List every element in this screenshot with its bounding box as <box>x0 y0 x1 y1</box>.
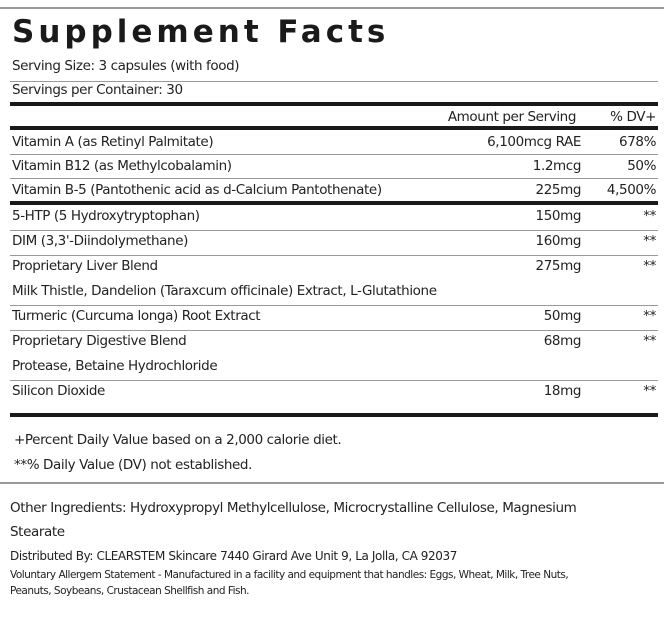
ingredient-amount: 68mg <box>543 333 582 349</box>
ingredient-amount: 50mg <box>543 308 582 324</box>
divider <box>10 305 658 306</box>
nutrient-dv: 50% <box>627 158 656 174</box>
nutrient-name: Vitamin B-5 (Pantothenic acid as d-Calci… <box>12 182 382 198</box>
ingredient-amount: 275mg <box>535 258 582 274</box>
blend-description: Milk Thistle, Dandelion (Taraxcum offici… <box>12 283 437 299</box>
distributed-by: Distributed By: CLEARSTEM Skincare 7440 … <box>10 549 457 563</box>
ingredient-dv: ** <box>643 308 656 324</box>
divider <box>10 230 658 231</box>
ingredient-dv: ** <box>643 208 656 224</box>
nutrient-amount: 225mg <box>535 182 582 198</box>
blend-description: Protease, Betaine Hydrochloride <box>12 358 218 374</box>
thick-divider <box>10 201 658 205</box>
ingredient-dv: ** <box>643 258 656 274</box>
divider <box>10 178 658 179</box>
divider <box>10 81 658 82</box>
ingredient-name: Silicon Dioxide <box>12 383 105 399</box>
ingredient-amount: 18mg <box>543 383 582 399</box>
other-ingredients: Other Ingredients: Hydroxypropyl Methylc… <box>10 500 577 516</box>
servings-per-container: Servings per Container: 30 <box>12 82 183 98</box>
thick-divider <box>10 126 658 130</box>
divider <box>10 154 658 155</box>
divider <box>10 330 658 331</box>
nutrient-name: Vitamin A (as Retinyl Palmitate) <box>12 134 214 150</box>
ingredient-name: 5-HTP (5 Hydroxytryptophan) <box>12 208 200 224</box>
thick-divider <box>10 102 658 106</box>
ingredient-dv: ** <box>643 383 656 399</box>
footnote-not-established: **% Daily Value (DV) not established. <box>14 457 252 473</box>
allergen-statement: Voluntary Allergem Statement - Manufactu… <box>10 569 569 581</box>
page-title: Supplement Facts <box>12 14 390 50</box>
nutrient-dv: 4,500% <box>606 182 656 198</box>
divider <box>0 482 664 484</box>
other-ingredients-cont: Stearate <box>10 524 65 540</box>
top-divider <box>0 7 664 9</box>
allergen-statement-cont: Peanuts, Soybeans, Crustacean Shellfish … <box>10 585 250 597</box>
nutrient-amount: 6,100mcg RAE <box>487 134 581 150</box>
dv-header: % DV+ <box>610 109 656 125</box>
ingredient-dv: ** <box>643 233 656 249</box>
thick-divider <box>10 413 658 417</box>
serving-size: Serving Size: 3 capsules (with food) <box>12 58 240 74</box>
nutrient-amount: 1.2mcg <box>532 158 582 174</box>
nutrient-name: Vitamin B12 (as Methylcobalamin) <box>12 158 232 174</box>
ingredient-name: DIM (3,3'-Diindolymethane) <box>12 233 188 249</box>
footnote-dv: +Percent Daily Value based on a 2,000 ca… <box>14 432 342 448</box>
ingredient-name: Proprietary Liver Blend <box>12 258 158 274</box>
ingredient-amount: 160mg <box>535 233 582 249</box>
ingredient-amount: 150mg <box>535 208 582 224</box>
ingredient-dv: ** <box>643 333 656 349</box>
divider <box>10 255 658 256</box>
amount-header: Amount per Serving <box>447 109 577 125</box>
ingredient-name: Proprietary Digestive Blend <box>12 333 187 349</box>
divider <box>10 380 658 381</box>
ingredient-name: Turmeric (Curcuma longa) Root Extract <box>12 308 261 324</box>
nutrient-dv: 678% <box>619 134 656 150</box>
